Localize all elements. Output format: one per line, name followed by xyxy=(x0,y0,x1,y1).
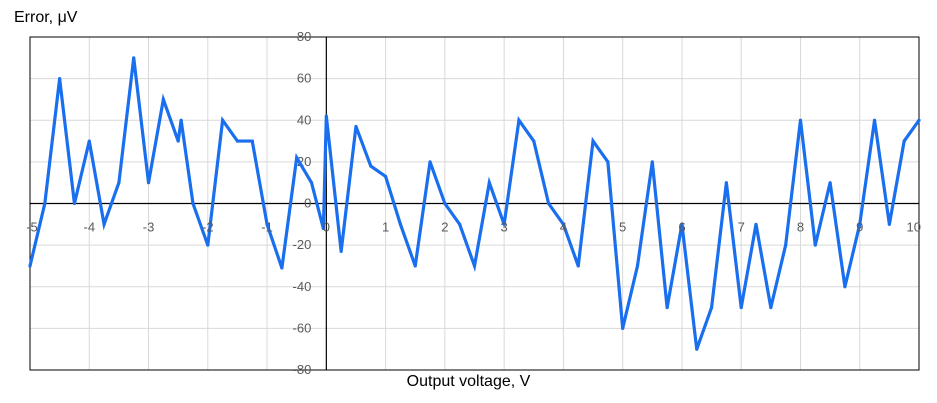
data-point-25 xyxy=(369,164,373,168)
data-point-44 xyxy=(650,160,654,164)
data-point-37 xyxy=(546,201,551,206)
data-point-48 xyxy=(709,305,714,310)
data-point-60 xyxy=(887,222,891,226)
x-tick-label-6: 1 xyxy=(382,220,389,235)
data-point-38 xyxy=(561,222,566,226)
data-point-41 xyxy=(606,160,610,164)
x-tick-label-5: 0 xyxy=(323,220,330,235)
data-point-0 xyxy=(28,264,32,268)
x-tick-label-12: 7 xyxy=(738,220,745,235)
data-point-58 xyxy=(858,222,862,226)
x-tick-label-8: 3 xyxy=(501,220,508,235)
data-point-31 xyxy=(458,222,462,226)
y-tick-label-3: -20 xyxy=(293,237,312,252)
x-tick-label-3: -2 xyxy=(202,220,214,235)
data-point-45 xyxy=(665,305,669,310)
data-point-47 xyxy=(695,347,699,351)
data-point-35 xyxy=(517,118,521,122)
data-point-53 xyxy=(784,243,788,247)
data-point-57 xyxy=(843,285,847,289)
data-point-24 xyxy=(354,124,358,129)
y-tick-label-4: 0 xyxy=(304,196,311,211)
data-point-5 xyxy=(102,222,106,226)
data-point-2 xyxy=(58,77,62,81)
x-tick-label-4: -1 xyxy=(261,220,273,235)
x-axis-label: Output voltage, V xyxy=(406,373,531,390)
data-point-30 xyxy=(443,201,447,206)
data-point-51 xyxy=(754,222,758,226)
data-point-62 xyxy=(917,118,921,122)
data-point-32 xyxy=(472,264,477,268)
x-tick-label-10: 5 xyxy=(619,220,626,235)
data-point-20 xyxy=(309,181,314,185)
x-tick-label-13: 8 xyxy=(797,220,804,235)
data-point-14 xyxy=(221,118,225,122)
data-point-52 xyxy=(769,305,773,310)
data-point-54 xyxy=(798,118,803,122)
data-point-8 xyxy=(146,181,151,185)
data-point-11 xyxy=(179,118,183,122)
y-tick-label-0: -80 xyxy=(293,362,312,377)
data-point-21 xyxy=(321,226,325,231)
data-point-27 xyxy=(398,222,403,226)
data-point-16 xyxy=(250,139,254,143)
x-tick-label-1: -4 xyxy=(83,220,95,235)
data-point-42 xyxy=(621,326,625,330)
data-point-6 xyxy=(117,181,121,185)
data-point-17 xyxy=(265,222,269,226)
x-tick-label-2: -3 xyxy=(143,220,155,235)
data-point-18 xyxy=(280,266,284,270)
data-point-4 xyxy=(87,139,91,143)
y-tick-label-1: -60 xyxy=(293,320,312,335)
x-tick-label-9: 4 xyxy=(560,220,567,235)
data-point-12 xyxy=(191,201,195,206)
x-tick-label-0: -5 xyxy=(26,220,38,235)
data-point-10 xyxy=(176,139,180,143)
data-point-33 xyxy=(487,181,491,185)
data-point-40 xyxy=(591,139,595,143)
data-point-15 xyxy=(235,139,240,143)
data-point-13 xyxy=(206,243,210,247)
data-point-50 xyxy=(739,305,743,310)
y-tick-label-6: 40 xyxy=(297,112,311,127)
x-tick-label-7: 2 xyxy=(441,220,448,235)
y-axis-label: Error, μV xyxy=(14,9,78,26)
data-point-61 xyxy=(902,139,906,143)
data-point-56 xyxy=(828,181,832,185)
data-point-19 xyxy=(295,156,299,160)
y-tick-label-7: 60 xyxy=(297,71,311,86)
data-point-23 xyxy=(339,249,343,253)
data-point-28 xyxy=(413,264,417,268)
y-tick-label-8: 80 xyxy=(297,29,311,44)
data-point-9 xyxy=(161,97,165,102)
data-point-39 xyxy=(576,264,580,268)
y-tick-label-2: -40 xyxy=(293,279,312,294)
data-point-43 xyxy=(635,264,640,268)
data-point-22 xyxy=(324,114,328,118)
data-point-29 xyxy=(428,160,432,164)
data-point-55 xyxy=(813,243,817,247)
data-point-49 xyxy=(724,181,728,185)
data-point-59 xyxy=(872,118,877,122)
data-point-34 xyxy=(502,222,506,226)
x-tick-label-11: 6 xyxy=(678,220,685,235)
data-point-46 xyxy=(680,222,684,226)
data-point-36 xyxy=(532,139,536,143)
x-tick-label-15: 10 xyxy=(907,220,921,235)
data-point-1 xyxy=(43,201,47,206)
data-point-7 xyxy=(132,56,136,60)
data-point-3 xyxy=(72,201,77,206)
x-tick-label-14: 9 xyxy=(856,220,863,235)
data-point-26 xyxy=(384,174,388,179)
